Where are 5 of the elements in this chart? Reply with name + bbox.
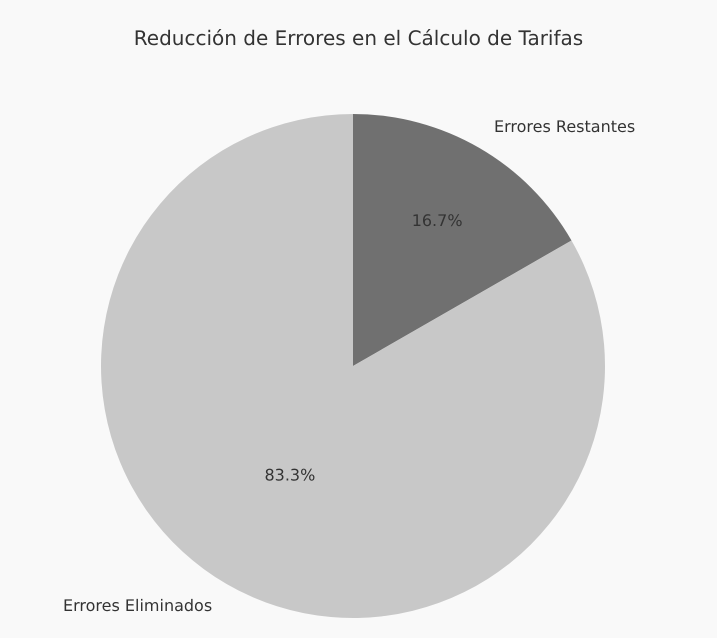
data-label: 83.3%: [264, 466, 316, 485]
chart-title: Reducción de Errores en el Cálculo de Tarifas: [134, 26, 584, 50]
slice-label: Errores Eliminados: [63, 596, 212, 615]
data-label: 16.7%: [412, 211, 463, 230]
slice-label: Errores Restantes: [494, 117, 636, 136]
